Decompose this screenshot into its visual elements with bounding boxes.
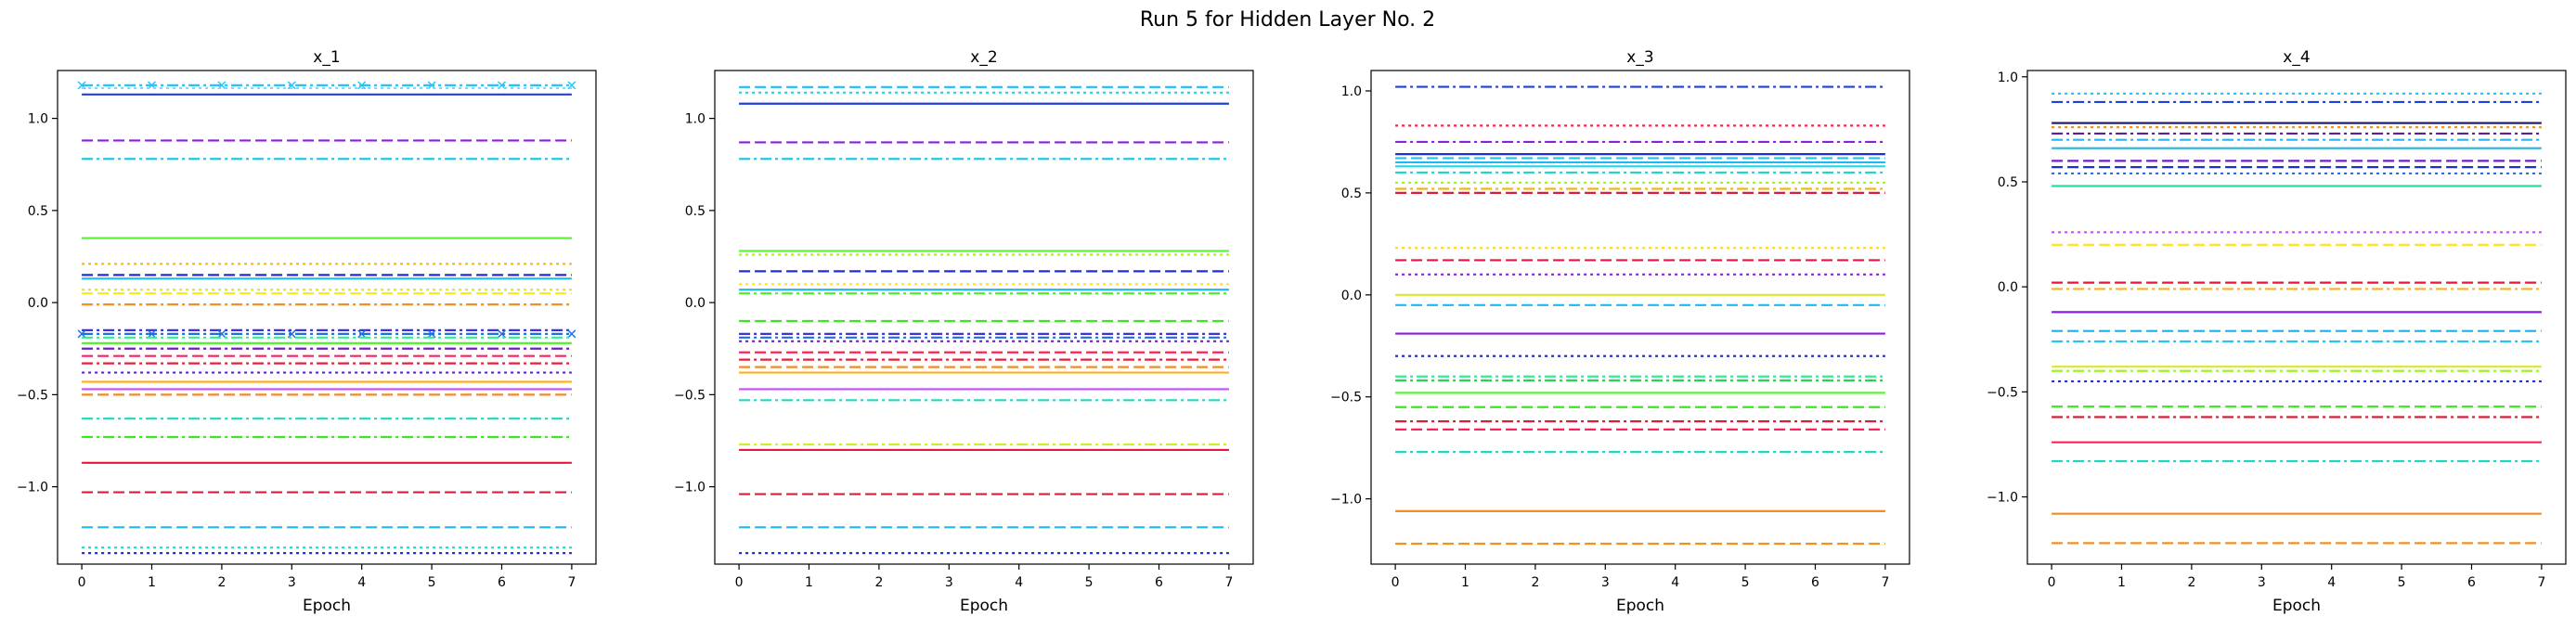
- axes-frame: [57, 70, 597, 565]
- y-tick-label: 0.5: [1998, 175, 2018, 190]
- x-tick-label: 4: [357, 575, 366, 590]
- series-marker: [77, 329, 86, 339]
- x-axis-label: Epoch: [960, 597, 1008, 615]
- x-tick-label: 1: [148, 575, 156, 590]
- x-tick-label: 6: [498, 575, 506, 590]
- y-tick-label: −1.0: [1330, 493, 1362, 508]
- x-tick-label: 7: [567, 575, 576, 590]
- x-tick-label: 4: [1671, 575, 1679, 590]
- subplot-title: x_2: [970, 48, 997, 67]
- subplot-x2: 0 1 2 3 4 5 6 7 −1.0 −0.5 0.0 0.5 1.0 x_2 Epoch: [674, 48, 1254, 615]
- x-axis-label: Epoch: [303, 597, 351, 615]
- series-marker: [357, 81, 367, 90]
- x-tick-label: 2: [1531, 575, 1539, 590]
- subplot-x3: 0 1 2 3 4 5 6 7 −1.0 −0.5 0.0 0.5 1.0 x_3 Epoch: [1330, 48, 1910, 615]
- x-tick-label: 4: [2327, 575, 2336, 590]
- series-marker: [147, 329, 157, 339]
- axes-frame: [714, 70, 1254, 565]
- x-tick-label: 0: [1392, 575, 1400, 590]
- y-tick-label: −1.0: [674, 481, 705, 495]
- x-tick-label: 3: [945, 575, 953, 590]
- x-tick-label: 1: [2117, 575, 2126, 590]
- x-tick-label: 3: [1601, 575, 1610, 590]
- y-tick-label: 1.0: [28, 112, 48, 127]
- x-tick-label: 7: [1224, 575, 1233, 590]
- y-tick-label: 0.0: [685, 296, 705, 311]
- y-tick-label: 0.0: [1998, 280, 2018, 295]
- x-axis-label: Epoch: [1616, 597, 1664, 615]
- y-tick-label: 1.0: [1998, 71, 2018, 85]
- x-tick-label: 7: [1881, 575, 1889, 590]
- series-marker: [497, 329, 507, 339]
- x-tick-label: 0: [2048, 575, 2056, 590]
- y-tick-label: 0.0: [1341, 289, 1362, 303]
- x-tick-label: 0: [735, 575, 744, 590]
- subplot-x4: 0 1 2 3 4 5 6 7 −1.0 −0.5 0.0 0.5 1.0 x_4 Epoch: [1987, 48, 2567, 615]
- y-tick-label: −0.5: [1330, 391, 1362, 405]
- y-tick-label: 0.5: [685, 204, 705, 219]
- y-tick-label: 0.0: [28, 296, 48, 311]
- series-marker: [287, 81, 296, 90]
- x-tick-label: 2: [874, 575, 883, 590]
- axes-frame: [2026, 70, 2567, 565]
- x-tick-label: 3: [288, 575, 296, 590]
- y-tick-label: −0.5: [1987, 385, 2018, 400]
- y-tick-label: 1.0: [685, 112, 705, 127]
- x-tick-label: 2: [217, 575, 226, 590]
- y-tick-label: 0.5: [28, 204, 48, 219]
- x-tick-label: 6: [1155, 575, 1163, 590]
- subplot-title: x_4: [2283, 48, 2310, 67]
- subplot-title: x_3: [1626, 48, 1653, 67]
- x-tick-label: 0: [78, 575, 86, 590]
- y-tick-label: −0.5: [17, 388, 48, 403]
- x-tick-label: 4: [1015, 575, 1023, 590]
- series-marker: [567, 329, 576, 339]
- y-tick-label: −0.5: [674, 388, 705, 403]
- y-tick-label: −1.0: [17, 481, 48, 495]
- figure-title: Run 5 for Hidden Layer No. 2: [1140, 8, 1435, 32]
- series-marker: [357, 329, 367, 339]
- series-marker: [287, 329, 296, 339]
- x-tick-label: 2: [2187, 575, 2195, 590]
- series-marker: [427, 329, 436, 339]
- x-tick-label: 3: [2258, 575, 2266, 590]
- x-tick-label: 5: [428, 575, 436, 590]
- x-tick-label: 7: [2537, 575, 2545, 590]
- y-tick-label: −1.0: [1987, 491, 2018, 506]
- x-tick-label: 6: [2467, 575, 2476, 590]
- x-tick-label: 1: [1461, 575, 1469, 590]
- subplot-x1: 0 1 2 3 4 5 6 7 −1.0 −0.5 0.0 0.5 1.0 x_1 Epoch: [17, 48, 597, 615]
- x-tick-label: 1: [805, 575, 813, 590]
- series-marker: [217, 329, 227, 339]
- axes-frame: [1370, 70, 1910, 565]
- y-tick-label: 1.0: [1341, 84, 1362, 99]
- x-tick-label: 5: [1741, 575, 1750, 590]
- x-tick-label: 5: [1085, 575, 1094, 590]
- subplot-title: x_1: [313, 48, 340, 67]
- y-tick-label: 0.5: [1341, 186, 1362, 201]
- x-axis-label: Epoch: [2272, 597, 2321, 615]
- x-tick-label: 6: [1811, 575, 1819, 590]
- x-tick-label: 5: [2398, 575, 2406, 590]
